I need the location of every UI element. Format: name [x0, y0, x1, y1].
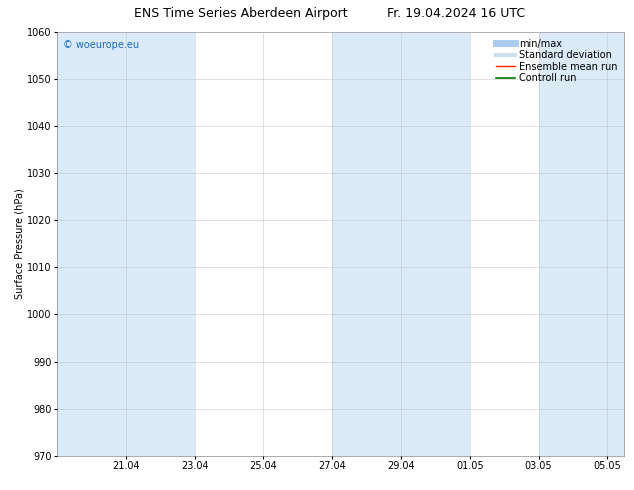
Text: Fr. 19.04.2024 16 UTC: Fr. 19.04.2024 16 UTC: [387, 7, 526, 21]
Bar: [538, 32, 624, 456]
Bar: [332, 32, 401, 456]
Y-axis label: Surface Pressure (hPa): Surface Pressure (hPa): [14, 188, 24, 299]
Bar: [57, 32, 126, 456]
Legend: min/max, Standard deviation, Ensemble mean run, Controll run: min/max, Standard deviation, Ensemble me…: [494, 37, 619, 85]
Text: ENS Time Series Aberdeen Airport: ENS Time Series Aberdeen Airport: [134, 7, 347, 21]
Text: © woeurope.eu: © woeurope.eu: [63, 40, 139, 50]
Bar: [126, 32, 195, 456]
Bar: [401, 32, 470, 456]
